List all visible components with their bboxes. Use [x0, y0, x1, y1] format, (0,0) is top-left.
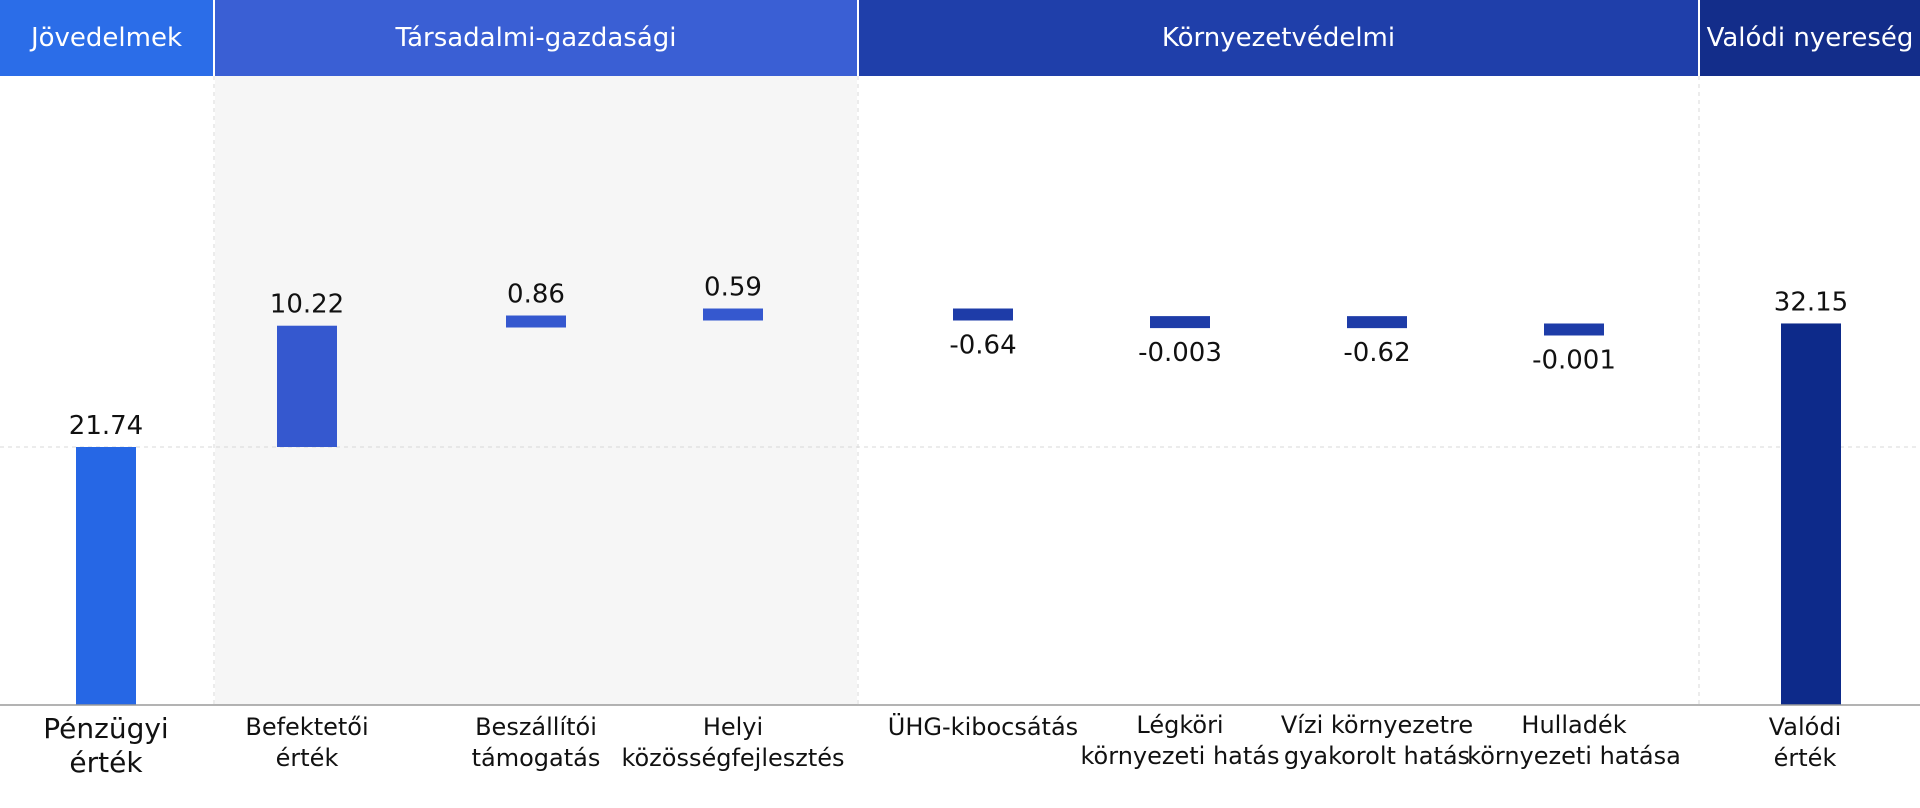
bar-8	[1781, 323, 1841, 705]
bar-0	[76, 447, 136, 705]
section-header-socioeconomic: Társadalmi-gazdasági	[215, 0, 857, 76]
section-header-environmental: Környezetvédelmi	[859, 0, 1698, 76]
data-label-6: -0.62	[1343, 338, 1410, 368]
bar-5	[1150, 316, 1210, 329]
data-label-5: -0.003	[1138, 338, 1222, 368]
data-label-0: 21.74	[69, 411, 143, 441]
bar-4	[953, 308, 1013, 321]
data-label-4: -0.64	[949, 331, 1016, 361]
x-tick-label-6: Vízi környezetre gyakorolt hatás	[1280, 711, 1474, 770]
bar-2	[506, 315, 566, 328]
data-label-8: 32.15	[1774, 287, 1848, 317]
x-tick-label-8: Valódi érték	[1768, 713, 1842, 772]
bar-1	[277, 325, 337, 447]
x-tick-label-5: Légköri környezeti hatás	[1080, 711, 1280, 770]
data-label-3: 0.59	[704, 273, 762, 303]
x-tick-label-0: Pénzügyi érték	[43, 712, 169, 779]
x-tick-label-4: ÜHG-kibocsátás	[887, 713, 1079, 741]
section-header-true-profit: Valódi nyereség	[1700, 0, 1920, 76]
bar-6	[1347, 316, 1407, 329]
data-label-1: 10.22	[270, 290, 344, 320]
bar-3	[703, 308, 763, 321]
section-header-revenue: Jövedelmek	[0, 0, 213, 76]
x-tick-label-3: Helyi közösségfejlesztés	[621, 713, 845, 772]
x-tick-label-2: Beszállítói támogatás	[471, 713, 601, 772]
bar-7	[1544, 323, 1604, 336]
data-label-7: -0.001	[1532, 345, 1616, 375]
data-label-2: 0.86	[507, 280, 565, 310]
x-tick-label-7: Hulladék környezeti hatása	[1467, 711, 1681, 770]
x-tick-label-1: Befektetői érték	[245, 713, 369, 772]
